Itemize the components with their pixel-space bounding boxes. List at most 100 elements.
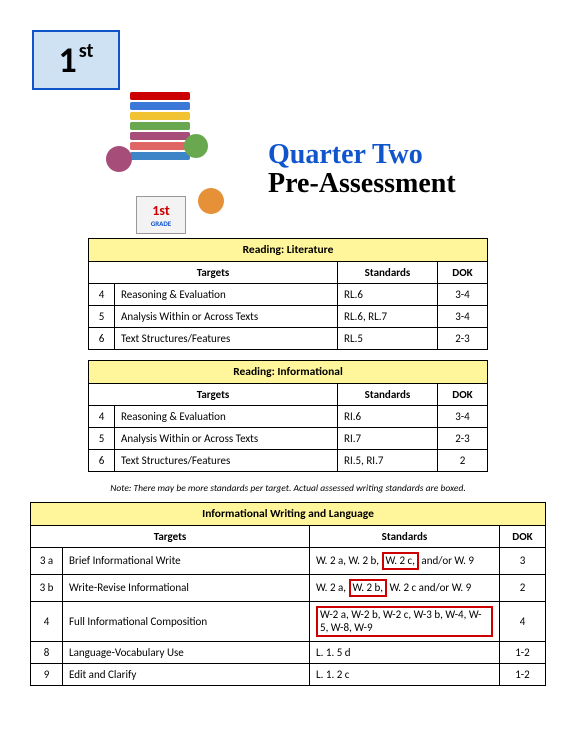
standards-cell: W. 2 a, W. 2 b, W. 2 c, and/or W. 9 bbox=[310, 548, 500, 575]
target-desc: Full Informational Composition bbox=[63, 601, 310, 642]
col-standards: Standards bbox=[310, 526, 500, 548]
target-desc: Analysis Within or Across Texts bbox=[115, 428, 338, 450]
target-number: 6 bbox=[89, 328, 115, 350]
table-row: 9Edit and Clarify L. 1. 2 c 1-2 bbox=[31, 664, 546, 686]
target-number: 3 a bbox=[31, 548, 63, 575]
first-grade-sign-icon: 1st GRADE bbox=[136, 196, 186, 234]
standard-text: L. 1. 5 d bbox=[316, 646, 351, 659]
standard-text: W. 2 a, bbox=[316, 581, 349, 594]
book-icon bbox=[130, 122, 190, 130]
col-dok: DOK bbox=[500, 526, 546, 548]
section-header: Reading: Literature bbox=[89, 239, 488, 262]
target-number: 8 bbox=[31, 642, 63, 664]
standards-cell: RL.6, RL.7 bbox=[338, 306, 438, 328]
table-row: 4Reasoning & EvaluationRL.63-4 bbox=[89, 284, 488, 306]
dok-cell: 3-4 bbox=[438, 306, 488, 328]
col-targets: Targets bbox=[31, 526, 310, 548]
table-row: 3 aBrief Informational WriteW. 2 a, W. 2… bbox=[31, 548, 546, 575]
boxed-standard: W. 2 b, bbox=[349, 579, 388, 597]
target-desc: Text Structures/Features bbox=[115, 328, 338, 350]
standards-cell: RL.6 bbox=[338, 284, 438, 306]
kid-icon bbox=[184, 134, 208, 158]
kid-icon bbox=[106, 146, 132, 172]
col-standards: Standards bbox=[338, 384, 438, 406]
target-desc: Reasoning & Evaluation bbox=[115, 406, 338, 428]
standards-cell: W-2 a, W-2 b, W-2 c, W-3 b, W-4, W-5, W-… bbox=[310, 601, 500, 642]
standard-text: and/or W. 9 bbox=[419, 554, 474, 567]
table-reading-informational: Reading: Informational Targets Standards… bbox=[88, 360, 488, 472]
target-number: 4 bbox=[89, 406, 115, 428]
target-number: 5 bbox=[89, 306, 115, 328]
sign-big: 1st bbox=[152, 202, 169, 219]
book-stack-icon bbox=[130, 92, 190, 162]
title-line-1: Quarter Two bbox=[268, 140, 456, 169]
target-desc: Language-Vocabulary Use bbox=[63, 642, 310, 664]
section-header: Informational Writing and Language bbox=[31, 503, 546, 526]
table-row: 4Reasoning & EvaluationRI.63-4 bbox=[89, 406, 488, 428]
target-number: 9 bbox=[31, 664, 63, 686]
target-desc: Analysis Within or Across Texts bbox=[115, 306, 338, 328]
dok-cell: 3-4 bbox=[438, 284, 488, 306]
footnote: Note: There may be more standards per ta… bbox=[30, 482, 546, 494]
table-row: 6Text Structures/FeaturesRI.5, RI.72 bbox=[89, 450, 488, 472]
table-row: 5Analysis Within or Across TextsRL.6, RL… bbox=[89, 306, 488, 328]
dok-cell: 2 bbox=[500, 574, 546, 601]
target-desc: Brief Informational Write bbox=[63, 548, 310, 575]
standards-cell: RL.5 bbox=[338, 328, 438, 350]
standard-text: W. 2 a, W. 2 b, bbox=[316, 554, 382, 567]
header: 1 st 1st GRADE Quarter Two Pre-Assessmen… bbox=[30, 28, 546, 238]
kid-icon bbox=[198, 188, 224, 214]
standard-text: L. 1. 2 c bbox=[316, 668, 349, 681]
standards-cell: L. 1. 2 c bbox=[310, 664, 500, 686]
dok-cell: 3 bbox=[500, 548, 546, 575]
book-icon bbox=[130, 102, 190, 110]
target-desc: Write-Revise Informational bbox=[63, 574, 310, 601]
table-row: 3 bWrite-Revise InformationalW. 2 a, W. … bbox=[31, 574, 546, 601]
col-dok: DOK bbox=[438, 384, 488, 406]
target-number: 4 bbox=[89, 284, 115, 306]
target-desc: Text Structures/Features bbox=[115, 450, 338, 472]
target-desc: Edit and Clarify bbox=[63, 664, 310, 686]
table-writing-language: Informational Writing and Language Targe… bbox=[30, 502, 546, 686]
dok-cell: 2 bbox=[438, 450, 488, 472]
standards-cell: W. 2 a, W. 2 b, W. 2 c and/or W. 9 bbox=[310, 574, 500, 601]
dok-cell: 1-2 bbox=[500, 664, 546, 686]
table-row: 5Analysis Within or Across TextsRI.72-3 bbox=[89, 428, 488, 450]
section-header: Reading: Informational bbox=[89, 361, 488, 384]
title-line-2: Pre-Assessment bbox=[268, 169, 456, 200]
standards-cell: RI.7 bbox=[338, 428, 438, 450]
dok-cell: 1-2 bbox=[500, 642, 546, 664]
col-targets: Targets bbox=[89, 384, 338, 406]
target-desc: Reasoning & Evaluation bbox=[115, 284, 338, 306]
clipart-reading-kids: 1st GRADE bbox=[86, 68, 256, 238]
sign-small: GRADE bbox=[151, 219, 171, 228]
book-icon bbox=[130, 142, 190, 150]
table-row: 8Language-Vocabulary Use L. 1. 5 d 1-2 bbox=[31, 642, 546, 664]
standard-text: W. 2 c and/or W. 9 bbox=[387, 581, 471, 594]
dok-cell: 4 bbox=[500, 601, 546, 642]
book-icon bbox=[130, 112, 190, 120]
boxed-standard: W. 2 c, bbox=[382, 552, 419, 570]
col-standards: Standards bbox=[338, 262, 438, 284]
standards-cell: RI.5, RI.7 bbox=[338, 450, 438, 472]
boxed-standard: W-2 a, W-2 b, W-2 c, W-3 b, W-4, W-5, W-… bbox=[316, 606, 493, 638]
col-dok: DOK bbox=[438, 262, 488, 284]
dok-cell: 3-4 bbox=[438, 406, 488, 428]
grade-suffix: st bbox=[79, 39, 94, 63]
page-title: Quarter Two Pre-Assessment bbox=[268, 140, 456, 200]
target-number: 3 b bbox=[31, 574, 63, 601]
dok-cell: 2-3 bbox=[438, 328, 488, 350]
table-row: 6Text Structures/FeaturesRL.52-3 bbox=[89, 328, 488, 350]
col-targets: Targets bbox=[89, 262, 338, 284]
dok-cell: 2-3 bbox=[438, 428, 488, 450]
table-row: 4Full Informational CompositionW-2 a, W-… bbox=[31, 601, 546, 642]
page: 1 st 1st GRADE Quarter Two Pre-Assessmen… bbox=[0, 0, 576, 716]
standards-cell: RI.6 bbox=[338, 406, 438, 428]
target-number: 4 bbox=[31, 601, 63, 642]
table-reading-literature: Reading: Literature Targets Standards DO… bbox=[88, 238, 488, 350]
standards-cell: L. 1. 5 d bbox=[310, 642, 500, 664]
target-number: 6 bbox=[89, 450, 115, 472]
target-number: 5 bbox=[89, 428, 115, 450]
book-icon bbox=[130, 152, 190, 160]
book-icon bbox=[130, 132, 190, 140]
